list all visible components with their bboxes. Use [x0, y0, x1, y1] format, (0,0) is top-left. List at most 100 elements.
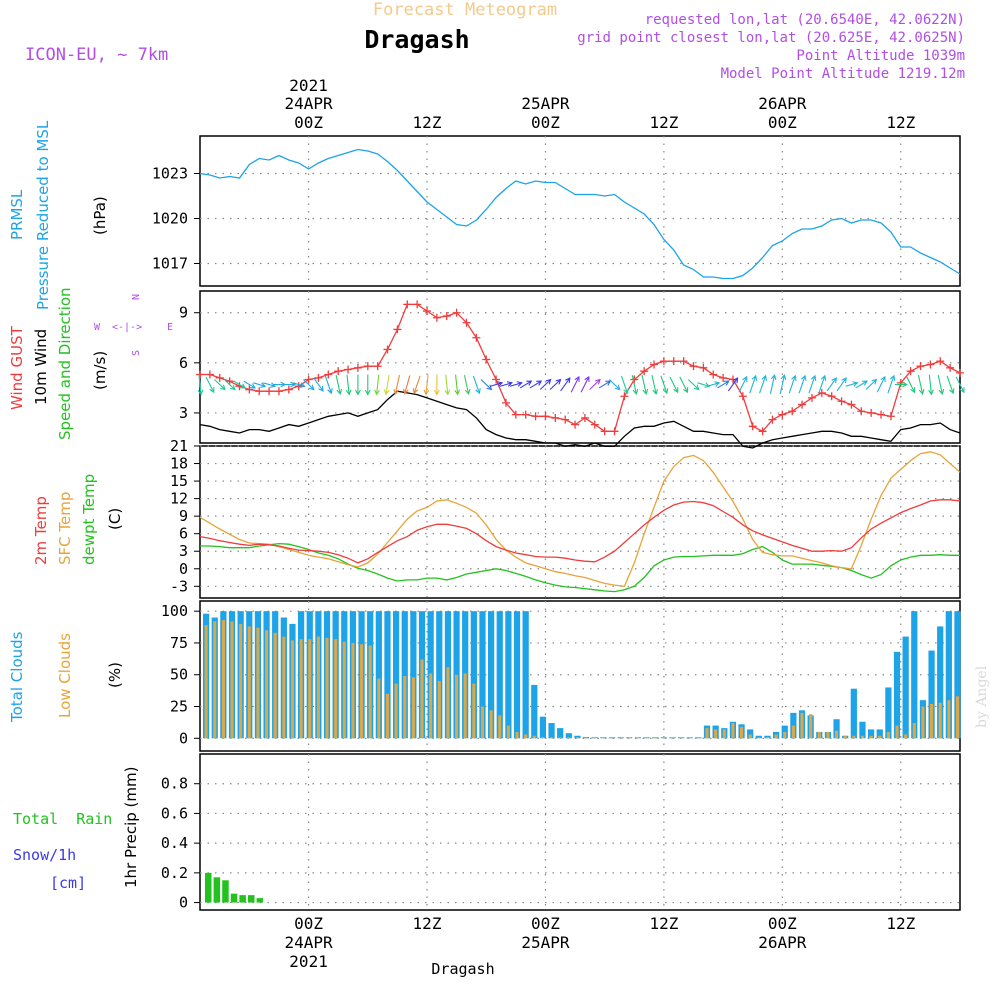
wind-arrow-head — [240, 383, 247, 389]
cloud-total-bar — [384, 611, 391, 739]
wind-gust-marker — [334, 367, 343, 376]
wind-arrow-head — [209, 387, 215, 394]
wind-arrow-shaft — [769, 375, 776, 395]
compass-s: S — [131, 350, 142, 356]
precip-bar — [205, 872, 212, 903]
wind-direction-arrow — [679, 376, 689, 394]
wind-arrow-head — [545, 378, 552, 385]
wind-arrow-shaft — [669, 376, 679, 393]
wind-direction-arrow — [641, 375, 649, 396]
wind-gust-marker — [511, 410, 520, 419]
wind-arrow-shaft — [243, 380, 256, 389]
clouds-ytick-label: 0 — [179, 729, 188, 747]
cloud-total-bar — [375, 611, 382, 739]
wind-arrow-head — [290, 381, 296, 388]
wind-arrow-head — [249, 383, 256, 389]
wind-direction-arrow — [769, 374, 777, 395]
clouds-ytick-label: 25 — [170, 698, 188, 716]
temp-label-dewpt: dewpt Temp — [80, 474, 98, 565]
wind-arrow-head — [761, 374, 767, 381]
bottom-hour-label: 00Z — [768, 914, 797, 933]
wind-arrow-shaft — [928, 374, 932, 395]
bottom-date-label: 26APR — [758, 933, 807, 952]
cloud-low-bar — [662, 737, 666, 739]
wind-arrow-shaft — [472, 375, 480, 394]
top-hour-label: 12Z — [886, 113, 915, 132]
cloud-total-bar — [937, 626, 944, 739]
cloud-total-bar — [574, 735, 581, 739]
wind-arrow-shaft — [302, 379, 315, 390]
temp-label-2m: 2m Temp — [32, 496, 50, 565]
precip-panel-labels: Total Rain Snow/1h [cm] 1hr Precip (mm) — [13, 767, 140, 892]
wind-arrow-shaft — [660, 375, 668, 394]
cloud-total-bar — [755, 735, 762, 739]
plot-layer: 101710201023369-303691215182102550751000… — [152, 136, 965, 912]
cloud-low-bar — [550, 737, 554, 739]
cloud-low-bar — [498, 715, 502, 739]
cloud-low-bar — [705, 728, 709, 739]
cloud-low-bar — [385, 693, 390, 739]
wind-arrow-shaft — [335, 375, 341, 395]
wind-direction-arrow — [876, 375, 886, 393]
wind-direction-arrow — [836, 377, 847, 392]
wind-direction-arrow — [727, 377, 739, 392]
bottom-date-label: 24APR — [284, 933, 333, 952]
wind-gust-marker — [245, 385, 254, 394]
wind-arrow-shaft — [641, 375, 647, 395]
header-top-title: Forecast Meteogram — [373, 0, 557, 20]
wind-direction-arrow — [324, 375, 333, 395]
wind-arrow-shaft — [413, 375, 421, 394]
wind-arrow-head — [383, 389, 390, 396]
wind-arrow-head — [642, 388, 649, 396]
wind-gust-marker — [501, 398, 510, 407]
wind-direction-arrow — [519, 380, 533, 389]
wind-arrow-head — [959, 387, 965, 394]
wind-gust-marker — [580, 413, 589, 422]
wind-direction-arrow — [937, 375, 945, 396]
wind-10m-line — [199, 390, 961, 449]
pressure-ytick-label: 1023 — [152, 165, 188, 183]
wind-gust-marker — [867, 408, 876, 417]
top-year-label: 2021 — [289, 76, 328, 95]
wind-arrow-head — [526, 380, 533, 386]
cloud-low-bar — [213, 621, 217, 739]
wind-direction-arrow — [253, 382, 267, 388]
wind-direction-arrow — [454, 374, 461, 396]
wind-arrow-shaft — [346, 374, 350, 395]
wind-arrow-head — [318, 385, 324, 392]
cloud-low-bar — [532, 735, 536, 739]
wind-arrow-head — [464, 388, 471, 396]
cloud-low-bar — [904, 734, 908, 739]
wind-direction-arrow — [383, 374, 390, 396]
temp-ytick-label: 9 — [179, 507, 188, 525]
precip-panel — [199, 753, 961, 911]
wind-gust-marker — [363, 362, 372, 371]
temp-ytick-label: 3 — [179, 542, 188, 560]
wind-arrow-shaft — [855, 380, 868, 389]
wind-arrow-shaft — [955, 376, 965, 393]
wind-arrow-head — [902, 381, 908, 388]
wind-gust-marker — [936, 357, 945, 366]
cloud-low-bar — [230, 621, 234, 739]
wind-arrow-head — [364, 389, 371, 396]
wind-gust-marker — [827, 392, 836, 401]
cloud-total-bar — [876, 729, 883, 739]
wind-gust-marker — [521, 410, 530, 419]
wind-arrow-head — [801, 374, 807, 381]
wind-direction-arrow — [434, 374, 440, 396]
wind-arrow-shaft — [263, 382, 276, 387]
cloud-low-bar — [791, 725, 795, 739]
wind-gust-marker — [531, 412, 540, 421]
wind-arrow-shaft — [560, 377, 571, 392]
wind-direction-arrow — [529, 380, 543, 389]
compass-e: E — [167, 322, 173, 333]
wind-direction-arrow — [818, 374, 827, 394]
wind-direction-arrow — [205, 376, 215, 394]
wind-panel-labels: Wind GUST 10m Wind Speed and Direction (… — [8, 287, 173, 440]
wind-arrow-head — [197, 389, 204, 396]
wind-gust-marker — [215, 373, 224, 382]
wind-direction-arrow — [608, 379, 621, 391]
wind-arrow-head — [374, 389, 380, 396]
